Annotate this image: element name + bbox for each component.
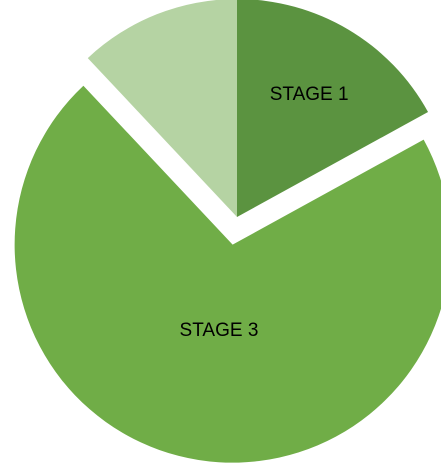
slice-label: STAGE 3 [180,320,259,341]
slice-label: STAGE 1 [270,84,349,105]
pie-slice [237,0,429,217]
pie-slice [14,85,441,463]
pie-slice [87,0,237,217]
